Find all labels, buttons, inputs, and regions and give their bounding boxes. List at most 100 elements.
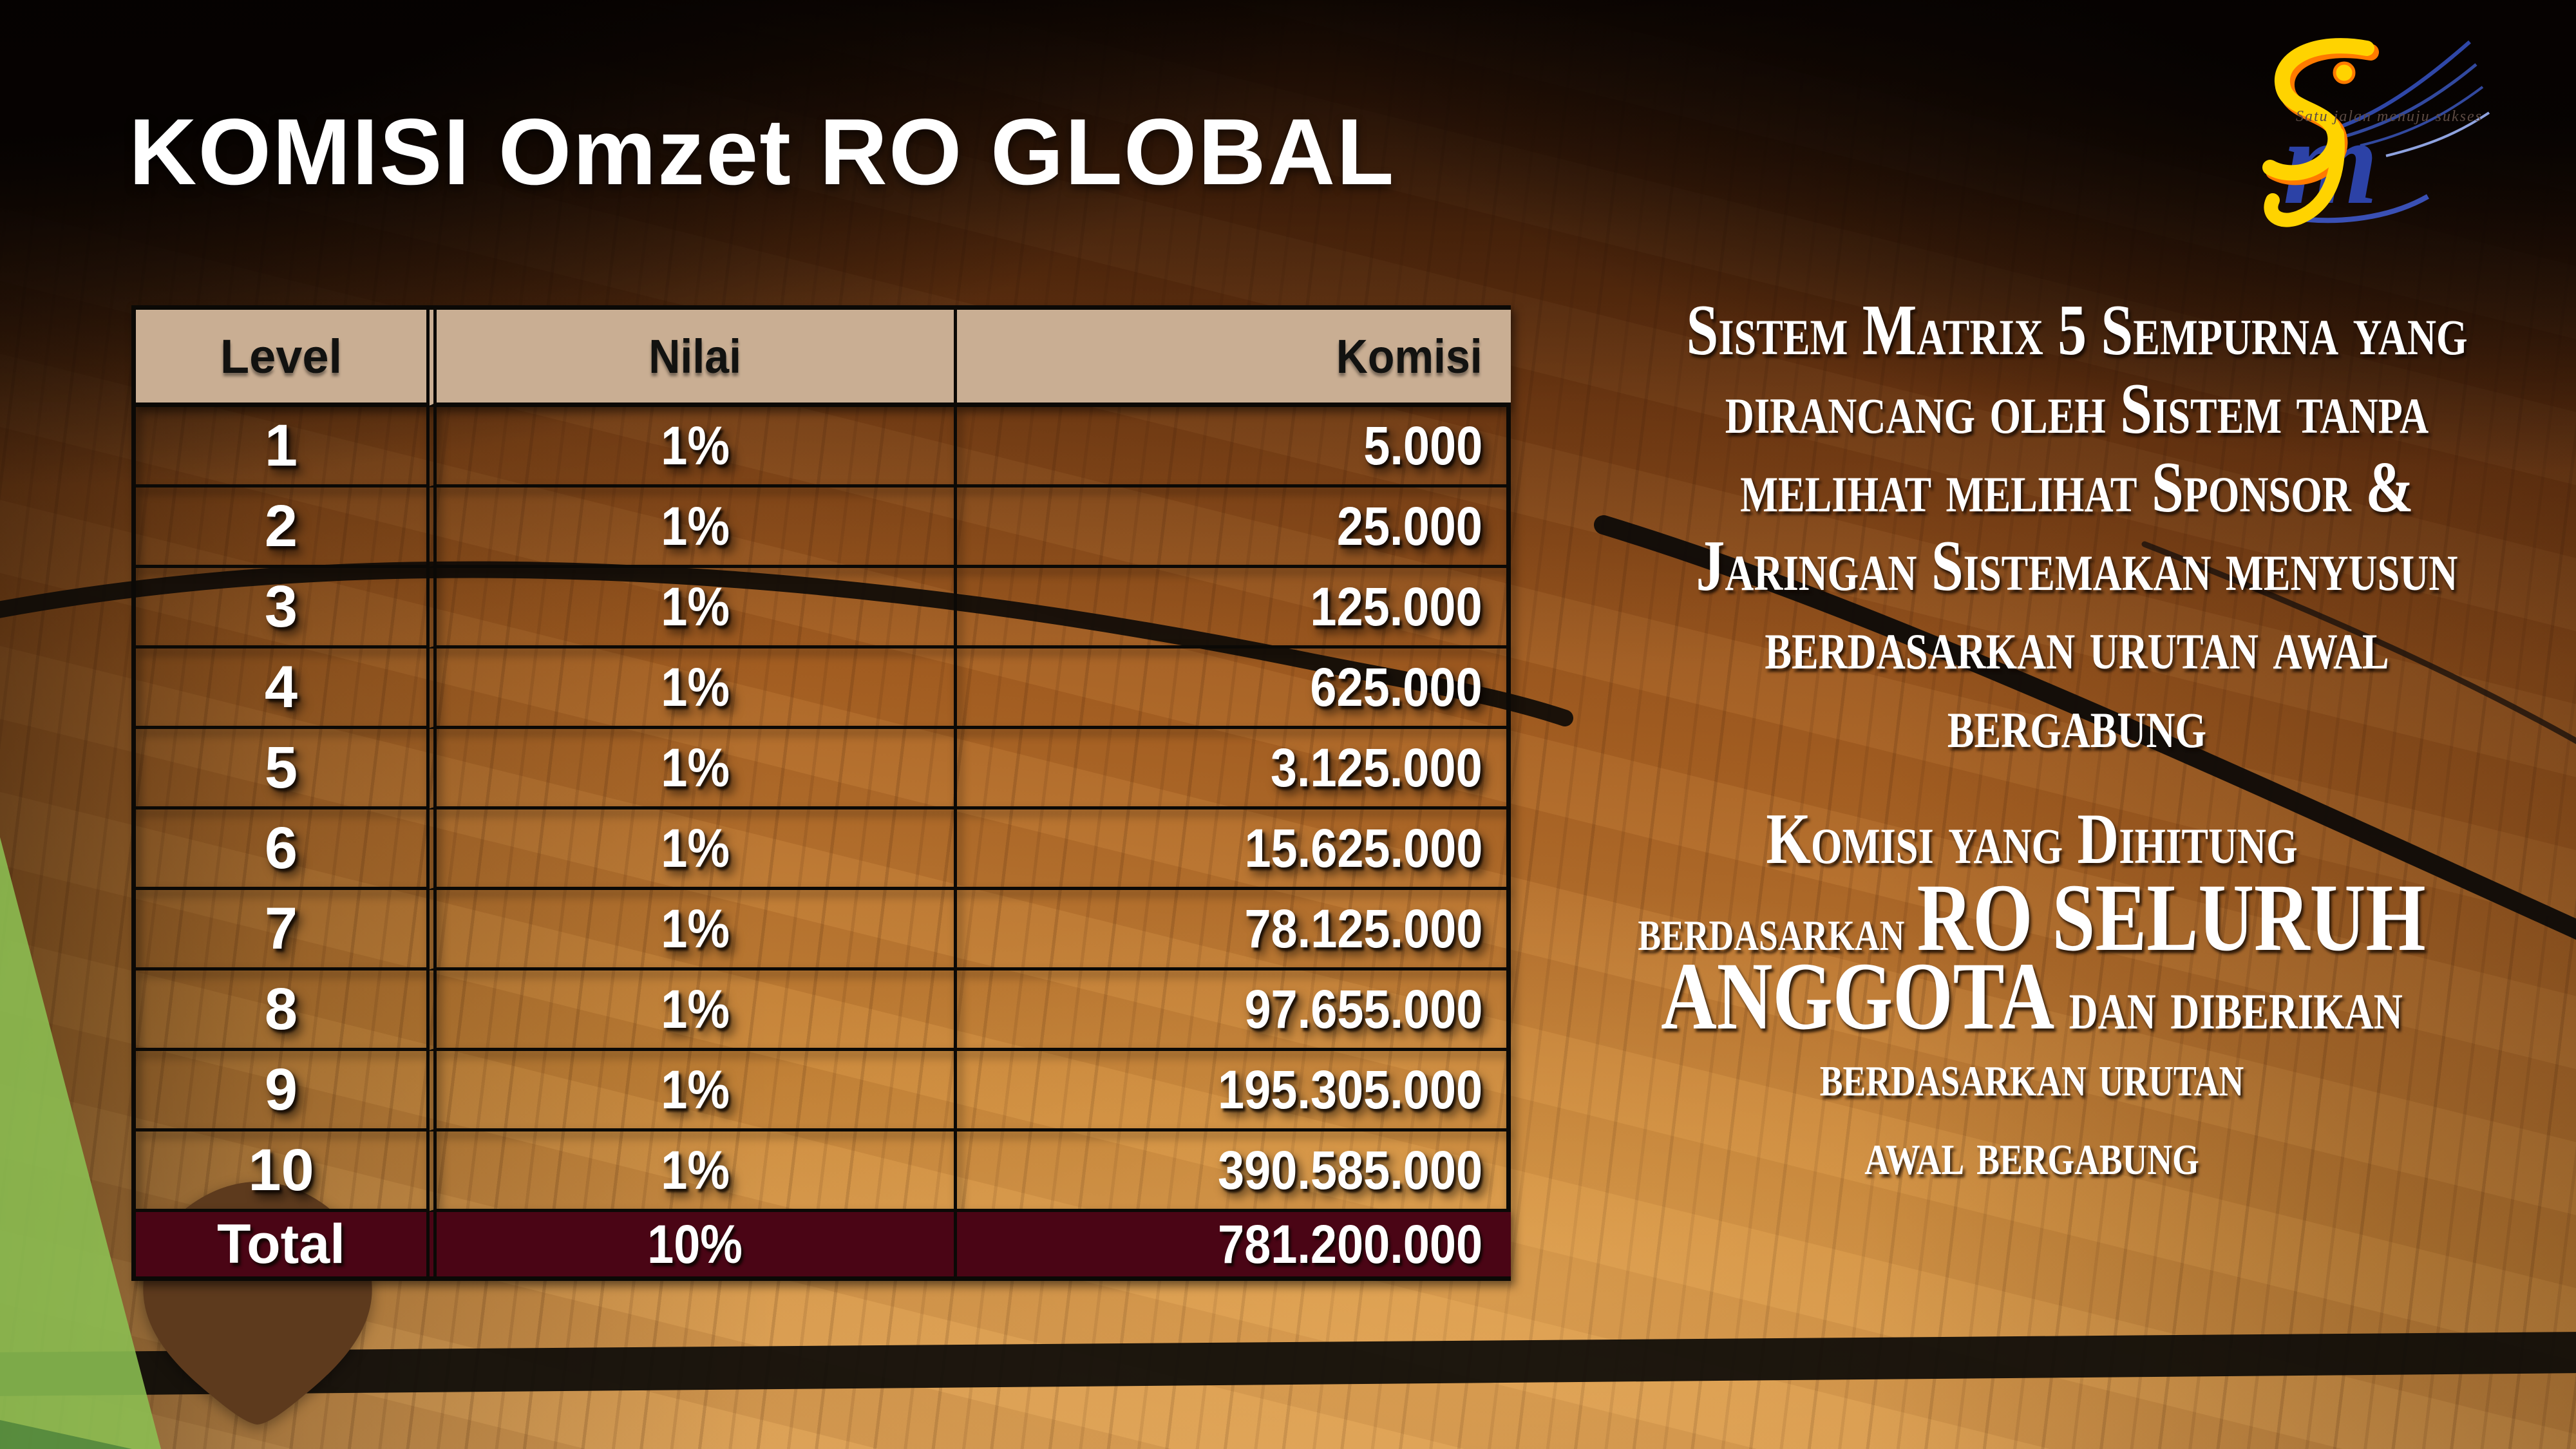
matrix-note-line: bergabung [1947, 683, 2207, 763]
table-cell-text: 5 [264, 734, 298, 800]
table-cell: 6 [136, 810, 426, 890]
table-cell-text: 2 [264, 493, 298, 559]
komisi-note-segment: awal bergabung [1864, 1119, 2199, 1188]
komisi-note-line: ANGGOTA dan diberikan [1615, 948, 2449, 1045]
komisi-note-panel: Komisi yang Dihitung berdasarkan RO SELUR… [1615, 800, 2449, 1193]
company-logo: m Satu jalan menuju sukses [2262, 38, 2490, 230]
table-cell: 125.000 [954, 568, 1511, 649]
table-cell: 625.000 [954, 649, 1511, 729]
commission-table: Level Nilai Komisi 1 1% 5.000 2 1% 25.000 3 1% 125.… [131, 305, 1511, 1281]
page-title: KOMISI Omzet RO GLOBAL [129, 99, 1396, 204]
table-cell-text: 195.305.000 [1217, 1059, 1482, 1120]
table-cell-text: 3.125.000 [1271, 737, 1482, 798]
komisi-note-segment: RO SELURUH [1917, 864, 2426, 971]
table-total-cell-text: 781.200.000 [1217, 1213, 1482, 1274]
table-cell-text: 125.000 [1310, 576, 1482, 637]
matrix-note-line: Sistem Matrix 5 Sempurna yang [1686, 290, 2468, 370]
table-header-nilai-text: Nilai [649, 329, 742, 383]
matrix-note-line: dirancang oleh Sistem tanpa [1725, 369, 2429, 449]
table-cell-text: 7 [264, 895, 298, 961]
table-cell-text: 10 [248, 1137, 314, 1203]
matrix-note-line: berdasarkan urutan awal [1765, 605, 2389, 685]
table-cell-text: 3 [264, 573, 298, 639]
table-cell: 1 [136, 407, 426, 488]
table-cell: 8 [136, 971, 426, 1051]
table-header-nilai: Nilai [426, 310, 954, 407]
table-total-cell: 10% [426, 1212, 954, 1276]
court-arc-left [0, 561, 1573, 726]
komisi-note-line: awal bergabung [1615, 1114, 2449, 1193]
table-cell: 1% [426, 568, 954, 649]
table-cell: 1% [426, 1132, 954, 1212]
table-cell: 10 [136, 1132, 426, 1212]
komisi-note-segment: berdasarkan [1638, 895, 1917, 963]
table-cell: 5 [136, 729, 426, 810]
table-header-level: Level [136, 310, 426, 407]
komisi-note-segment: Komisi yang Dihitung [1766, 799, 2298, 879]
logo-swoosh-icon [2334, 40, 2490, 157]
komisi-note-line: Komisi yang Dihitung [1615, 800, 2449, 878]
table-cell: 4 [136, 649, 426, 729]
komisi-note-line: berdasarkan urutan [1615, 1036, 2449, 1114]
table-cell-text: 1% [661, 576, 730, 637]
table-cell: 1% [426, 810, 954, 890]
table-cell-text: 8 [264, 976, 298, 1042]
table-cell: 390.585.000 [954, 1132, 1511, 1212]
green-wedge-dark-strip [0, 1420, 132, 1449]
table-total-cell: Total [136, 1212, 426, 1276]
table-cell: 78.125.000 [954, 890, 1511, 971]
table-cell: 9 [136, 1051, 426, 1132]
komisi-note-segment: ANGGOTA [1661, 943, 2055, 1050]
table-cell: 1% [426, 407, 954, 488]
table-cell-text: 15.625.000 [1244, 817, 1482, 878]
komisi-note-segment: dan diberikan [2054, 965, 2403, 1045]
table-cell: 1% [426, 488, 954, 568]
table-cell-text: 1% [661, 898, 730, 959]
table-cell-text: 97.655.000 [1244, 978, 1482, 1039]
table-total-cell-text: 10% [647, 1213, 743, 1274]
table-cell: 2 [136, 488, 426, 568]
table-cell: 3 [136, 568, 426, 649]
matrix-note-line: Jaringan Sistemakan menyusun [1696, 526, 2458, 606]
table-cell: 97.655.000 [954, 971, 1511, 1051]
logo-s-icon [2262, 38, 2379, 227]
table-cell-text: 1% [661, 978, 730, 1039]
table-cell-text: 6 [264, 815, 298, 881]
table-total-cell: 781.200.000 [954, 1212, 1511, 1276]
table-cell: 1% [426, 971, 954, 1051]
table-cell: 1% [426, 890, 954, 971]
table-total-cell-text: Total [216, 1213, 346, 1275]
table-cell-text: 1% [661, 656, 730, 717]
table-header-level-text: Level [220, 329, 343, 383]
table-cell-text: 4 [264, 654, 298, 720]
table-cell: 1% [426, 1051, 954, 1132]
court-arc-right [1594, 515, 2576, 940]
table-cell-text: 1% [661, 1139, 730, 1200]
table-cell: 7 [136, 890, 426, 971]
green-wedge-shape [0, 837, 161, 1449]
logo-tagline: Satu jalan menuju sukses [2296, 108, 2483, 125]
table-cell: 1% [426, 729, 954, 810]
table-cell-text: 1% [661, 1059, 730, 1120]
court-baseline-band [0, 1332, 2576, 1396]
komisi-note-segment: berdasarkan urutan [1819, 1040, 2244, 1109]
court-arc-thin [2141, 541, 2576, 744]
table-cell-text: 9 [264, 1056, 298, 1122]
table-cell-text: 1 [264, 412, 298, 478]
table-cell: 25.000 [954, 488, 1511, 568]
table-cell-text: 1% [661, 817, 730, 878]
matrix-note-panel: Sistem Matrix 5 Sempurna yang dirancang o… [1660, 291, 2494, 762]
table-cell: 3.125.000 [954, 729, 1511, 810]
table-cell: 5.000 [954, 407, 1511, 488]
table-cell: 1% [426, 649, 954, 729]
table-cell-text: 1% [661, 415, 730, 476]
table-header-komisi-text: Komisi [1336, 329, 1482, 383]
table-cell: 195.305.000 [954, 1051, 1511, 1132]
komisi-note-line: berdasarkan RO SELURUH [1615, 869, 2449, 966]
table-cell-text: 390.585.000 [1217, 1139, 1482, 1200]
table-cell: 15.625.000 [954, 810, 1511, 890]
table-cell-text: 25.000 [1336, 495, 1482, 556]
